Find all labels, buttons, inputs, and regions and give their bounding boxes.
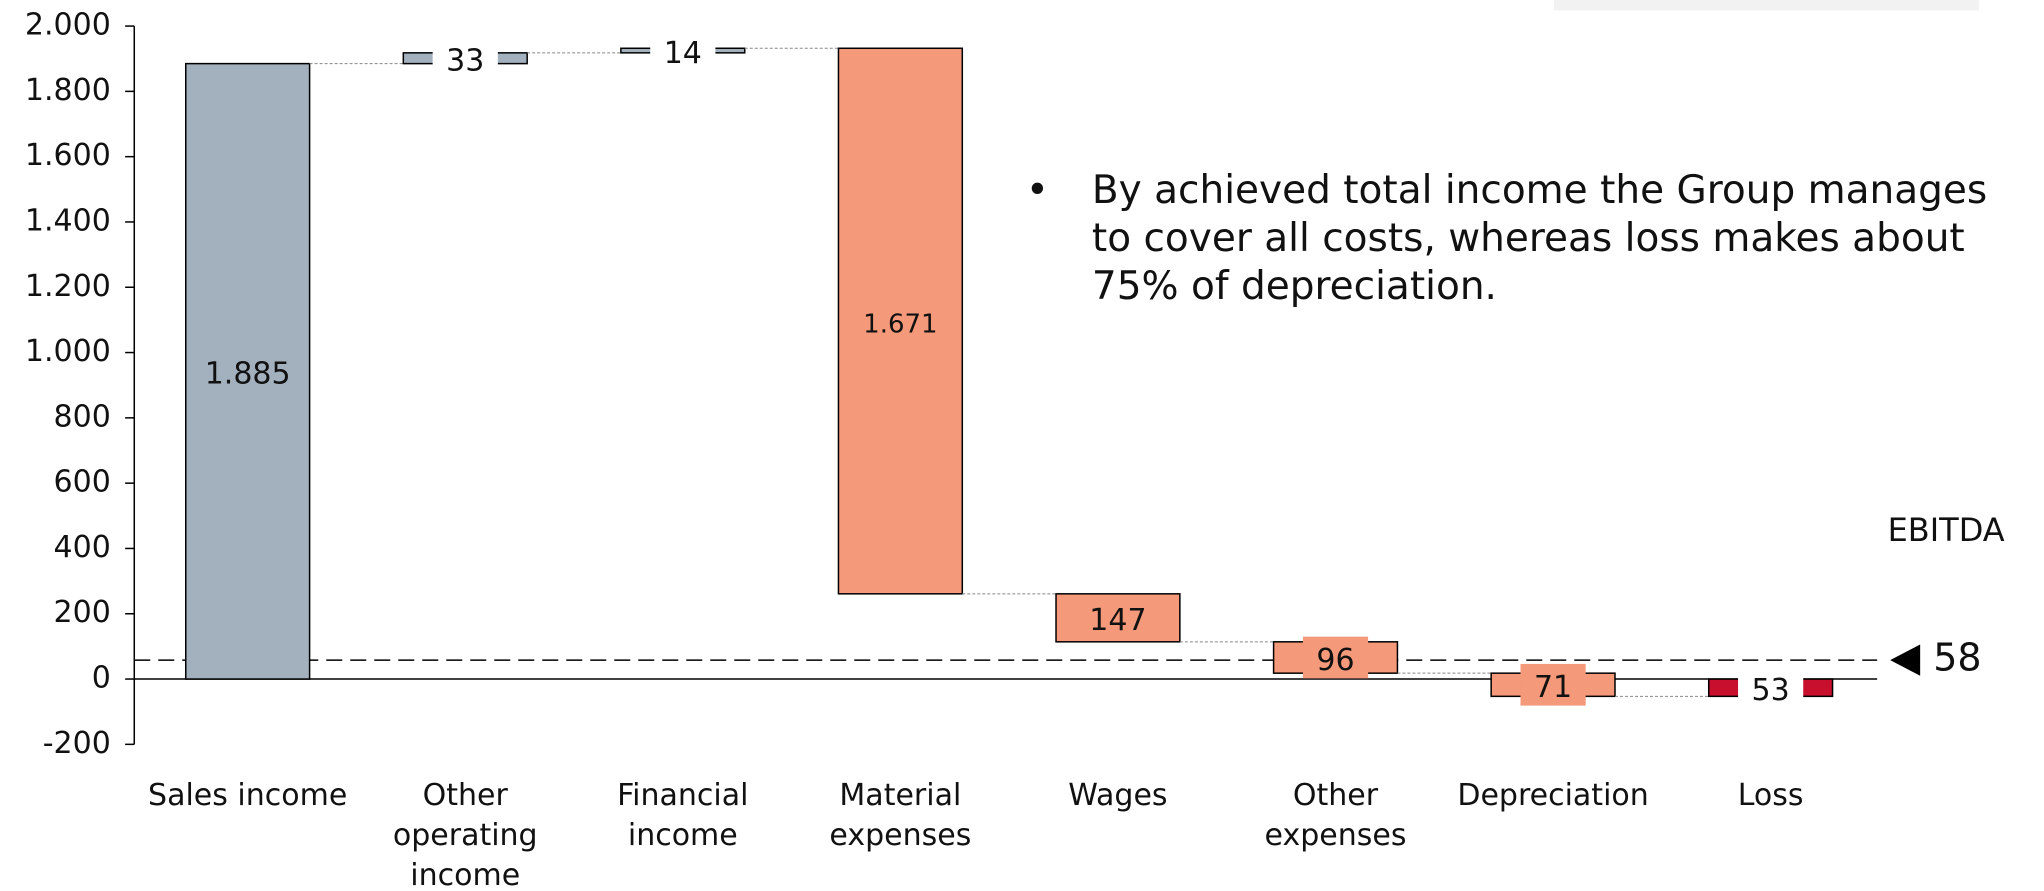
header-box [1553,0,1979,11]
reference-marker [1890,644,1921,676]
x-tick-label: Other expenses [1264,777,1407,853]
y-tick-label: 600 [54,465,111,500]
value-label: 71 [1534,670,1572,705]
label-bg [1302,636,1369,679]
x-tick-label: Other operating income [392,777,538,891]
x-tick-label: Material expenses [829,777,972,853]
x-tick-label: Wages [1068,777,1168,813]
value-label: 1.671 [863,309,937,339]
y-tick-label: 1.800 [25,73,111,108]
label-bg [1738,672,1804,704]
annotation: By achieved total income the Group manag… [1026,167,2005,311]
y-tick-label: 1.600 [25,138,111,173]
y-tick-label: 2.000 [25,8,111,43]
value-label: 1.885 [205,357,291,392]
value-label: 147 [1089,603,1146,638]
value-label: 53 [1752,673,1790,708]
value-label: 96 [1316,643,1354,678]
reference-value: 58 [1933,636,1981,680]
y-tick-label: 800 [54,399,111,434]
bar [185,62,311,680]
value-label: 33 [446,44,484,79]
x-tick-label: Depreciation [1457,777,1649,813]
label-bg [650,34,716,67]
y-tick-label: 0 [92,661,111,696]
y-tick-label: 1.000 [25,334,111,369]
y-tick-label: 400 [54,530,111,565]
bar [1055,593,1181,643]
y-tick-label: 1.200 [25,269,111,304]
bar [837,47,964,595]
y-tick-label: 1.400 [25,203,111,238]
label-bg [1520,663,1586,706]
y-tick-label: 200 [54,595,111,630]
value-label: 14 [664,36,702,71]
label-bg [432,42,498,74]
x-tick-label: Financial income [617,777,749,853]
x-tick-label: Loss [1737,777,1804,813]
x-tick-label: Sales income [148,777,348,813]
y-tick-label: -200 [43,726,111,761]
reference-label: EBITDA [1888,511,2005,549]
